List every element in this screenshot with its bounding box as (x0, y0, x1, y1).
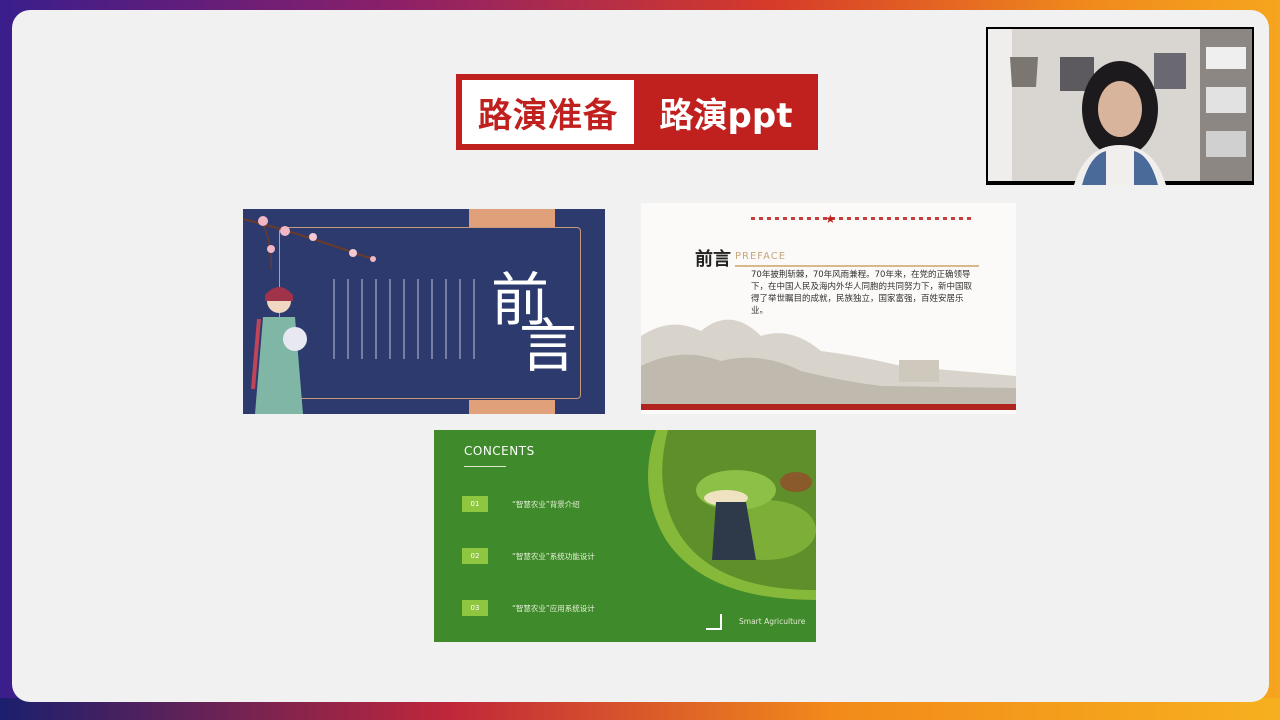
webcam-video (988, 29, 1252, 185)
contents-item: 02 “智慧农业”系统功能设计 (462, 548, 595, 564)
inner-frame (279, 227, 581, 399)
contents-item: 01 “智慧农业”背景介绍 (462, 496, 580, 512)
contents-item-number: 02 (462, 548, 488, 564)
corner-bracket (706, 614, 722, 630)
contents-footer: Smart Agriculture (739, 617, 806, 626)
red-footer-bar (641, 404, 1016, 410)
presenter-webcam (986, 27, 1254, 185)
banner-right-title: 路演ppt (659, 95, 793, 136)
preface-char-top: 前 (491, 266, 550, 334)
preface-title-en: PREFACE (735, 251, 787, 262)
star-icon: ★ (825, 212, 836, 226)
banner-left-title: 路演准备 (462, 80, 634, 144)
preface-paragraph: 70年披荆斩棘，70年风雨兼程。70年来，在党的正确领导下，在中国人民及海内外华… (751, 270, 973, 316)
farmer-photo-illustration (648, 430, 816, 600)
window-frame-bottom (0, 698, 1280, 720)
plum-blossom-illustration (243, 216, 376, 270)
dotted-line (751, 217, 971, 220)
contents-item-number: 01 (462, 496, 488, 512)
preface-char-bottom: 言 (519, 312, 578, 380)
title-banner: 路演准备 路演ppt (456, 74, 818, 150)
slide-thumbnail-preface-opera: 前 言 (243, 209, 605, 414)
slide-thumbnail-preface-landscape: ★ 前言 PREFACE 70年披荆斩棘，70年风雨兼程。70年来，在党的正确领… (641, 203, 1016, 414)
opera-figure-illustration (251, 287, 307, 414)
contents-heading: CONCENTS (464, 444, 535, 458)
contents-item-number: 03 (462, 600, 488, 616)
ink-mountains-illustration (641, 319, 1016, 406)
contents-item-label: “智慧农业”应用系统设计 (512, 603, 595, 613)
heading-underline (464, 466, 506, 467)
contents-item-label: “智慧农业”系统功能设计 (512, 551, 595, 561)
decor-bar-bottom (469, 400, 555, 414)
contents-item: 03 “智慧农业”应用系统设计 (462, 600, 595, 616)
decor-bar-top (469, 209, 555, 227)
contents-item-label: “智慧农业”背景介绍 (512, 499, 580, 509)
preface-title-cn: 前言 (695, 249, 731, 270)
title-underline (735, 265, 979, 267)
slide-thumbnail-contents-agriculture: CONCENTS 01 “智慧农业”背景介绍 02 “智慧农业”系统功能设计 0… (434, 430, 816, 642)
vertical-text-columns (333, 279, 483, 359)
